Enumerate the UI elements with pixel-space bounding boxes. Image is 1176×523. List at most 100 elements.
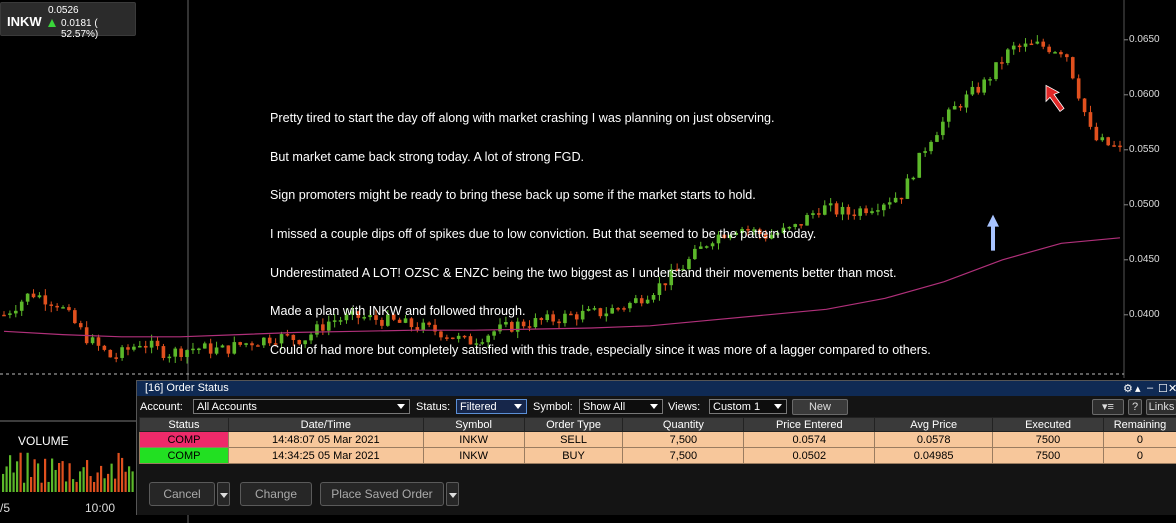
volume-bar — [114, 478, 117, 492]
candle-body — [149, 340, 154, 348]
volume-bar — [9, 455, 12, 492]
new-view-button[interactable]: New — [792, 399, 848, 415]
order-status-titlebar[interactable]: [16] Order Status ⚙ ▴ – ☐ ✕ — [137, 381, 1176, 396]
cancel-options-dropdown[interactable] — [217, 482, 230, 506]
candle-body — [521, 321, 526, 327]
candle-body — [828, 203, 833, 206]
candle-body — [474, 343, 479, 345]
candle-body — [179, 348, 183, 358]
minimize-icon[interactable]: – — [1147, 382, 1154, 394]
candle-body — [220, 345, 225, 348]
column-header[interactable]: Order Type — [523, 417, 624, 432]
column-header[interactable]: Remaining — [1102, 417, 1176, 432]
candle-body — [758, 229, 762, 235]
candle-body — [433, 324, 437, 332]
candle-body — [486, 335, 490, 343]
volume-bar — [33, 459, 36, 492]
volume-bar — [16, 461, 19, 492]
candle-body — [858, 208, 862, 216]
volume-bar — [26, 452, 29, 492]
volume-bar — [89, 476, 92, 492]
volume-bar — [40, 482, 43, 492]
symbol-filter-dropdown[interactable]: Show All — [579, 399, 663, 414]
candle-body — [787, 226, 792, 229]
candle-body — [533, 318, 538, 328]
candle-body — [917, 152, 922, 178]
candle-body — [1088, 112, 1093, 127]
candle-body — [19, 301, 24, 311]
candle-body — [1100, 137, 1105, 141]
candle-body — [421, 322, 426, 331]
help-button[interactable]: ? — [1128, 399, 1142, 415]
ticker-symbol: INKW — [7, 14, 42, 29]
order-status-toolbar: Account: All Accounts Status: Filtered S… — [137, 398, 1176, 416]
candle-body — [291, 334, 296, 341]
candle-body — [598, 308, 603, 317]
table-row[interactable]: COMP 14:34:25 05 Mar 2021 INKW BUY 7,500… — [139, 447, 1176, 464]
menu-icon[interactable]: ▾≡ — [1092, 399, 1124, 415]
volume-bar — [30, 477, 33, 492]
candle-body — [8, 313, 12, 315]
candle-body — [669, 269, 674, 286]
status-cell: COMP — [139, 447, 229, 464]
candle-body — [362, 317, 366, 319]
candle-body — [929, 141, 933, 152]
volume-bar — [54, 469, 57, 492]
order-type-cell: SELL — [523, 431, 624, 448]
saved-order-options-dropdown[interactable] — [446, 482, 459, 506]
candle-body — [811, 213, 815, 215]
candle-body — [698, 246, 703, 249]
cancel-button[interactable]: Cancel — [149, 482, 215, 506]
maximize-icon[interactable]: ☐ — [1158, 383, 1168, 395]
candle-body — [197, 348, 201, 351]
status-filter-value: Filtered — [460, 401, 497, 413]
symbol-cell: INKW — [422, 447, 525, 464]
volume-bar — [12, 472, 15, 492]
pin-icon[interactable]: ▴ — [1135, 383, 1141, 395]
volume-bar — [23, 482, 26, 492]
avg-price-cell: 0.0578 — [874, 431, 994, 448]
candle-body — [657, 283, 662, 296]
candle-body — [882, 204, 886, 211]
column-header[interactable]: Quantity — [622, 417, 745, 432]
column-header[interactable]: Avg Price — [874, 417, 994, 432]
candle-body — [628, 302, 632, 309]
candle-body — [1106, 137, 1110, 146]
candle-body — [450, 337, 455, 340]
candle-body — [309, 334, 313, 341]
candle-body — [332, 320, 337, 322]
candle-body — [43, 295, 48, 305]
candle-body — [90, 337, 95, 344]
links-button[interactable]: Links — [1146, 399, 1176, 415]
candle-body — [155, 340, 160, 347]
candle-body — [120, 347, 124, 358]
close-icon[interactable]: ✕ — [1168, 383, 1176, 395]
table-row[interactable]: COMP 14:48:07 05 Mar 2021 INKW SELL 7,50… — [139, 431, 1176, 448]
column-header[interactable]: Price Entered — [743, 417, 876, 432]
quantity-cell: 7,500 — [622, 431, 745, 448]
price-axis-tick-label: 0.0450 — [1129, 253, 1160, 265]
order-status-table: Status Date/Time Symbol Order Type Quant… — [139, 417, 1176, 464]
column-header[interactable]: Date/Time — [227, 417, 424, 432]
column-header[interactable]: Symbol — [422, 417, 525, 432]
candle-body — [817, 213, 821, 215]
status-filter-dropdown[interactable]: Filtered — [456, 399, 527, 414]
candle-body — [681, 268, 685, 271]
column-header[interactable]: Executed — [992, 417, 1104, 432]
settings-icon[interactable]: ⚙ — [1123, 383, 1133, 395]
volume-pane-label: VOLUME — [18, 434, 69, 448]
candle-body — [380, 319, 384, 326]
candle-body — [710, 243, 715, 247]
account-dropdown[interactable]: All Accounts — [193, 399, 410, 414]
candle-body — [315, 324, 319, 335]
candle-body — [173, 348, 178, 357]
place-saved-order-button[interactable]: Place Saved Order — [320, 482, 444, 506]
candle-body — [232, 342, 237, 354]
candle-body — [1023, 43, 1028, 47]
column-header[interactable]: Status — [139, 417, 229, 432]
candle-body — [675, 269, 679, 271]
views-dropdown[interactable]: Custom 1 — [709, 399, 787, 414]
candle-body — [852, 214, 857, 217]
change-button[interactable]: Change — [240, 482, 312, 506]
